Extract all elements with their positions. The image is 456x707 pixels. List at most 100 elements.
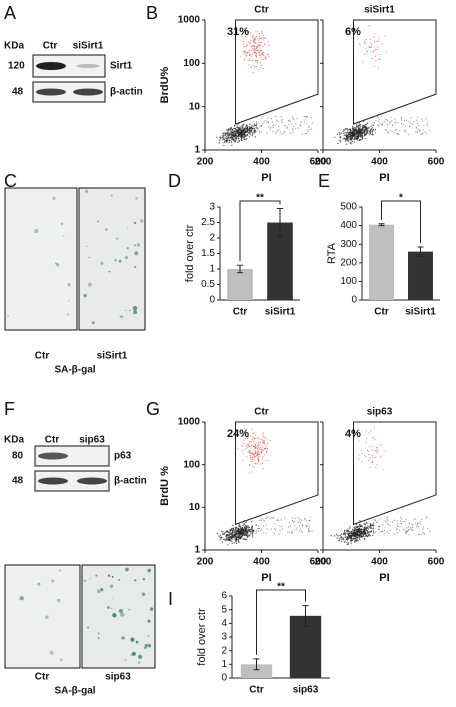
x-tick-label: sip63 bbox=[293, 685, 319, 696]
cell-dot bbox=[359, 123, 362, 126]
cell-dot bbox=[391, 120, 393, 122]
stain-spot bbox=[112, 613, 117, 618]
cell-dot bbox=[253, 44, 255, 47]
cell-dot bbox=[360, 133, 362, 135]
cell-dot bbox=[371, 524, 373, 526]
cell-dot bbox=[361, 461, 363, 463]
cell-dot bbox=[298, 127, 300, 129]
cell-dot bbox=[358, 440, 360, 442]
y-tick-label: 10 bbox=[189, 502, 201, 513]
cell-dot bbox=[287, 531, 289, 533]
cell-dot bbox=[241, 129, 243, 131]
cell-dot bbox=[242, 43, 244, 45]
cell-dot bbox=[251, 525, 253, 528]
cell-dot bbox=[350, 537, 353, 539]
cell-dot bbox=[246, 127, 249, 129]
cell-dot bbox=[246, 444, 249, 446]
stain-spot bbox=[132, 305, 138, 311]
cell-dot bbox=[371, 534, 374, 537]
cell-dot bbox=[292, 128, 294, 130]
cell-dot bbox=[258, 451, 260, 454]
cell-dot bbox=[255, 121, 258, 123]
cell-dot bbox=[368, 531, 371, 533]
stain-spot bbox=[87, 282, 92, 287]
cell-dot bbox=[242, 524, 244, 526]
cell-dot bbox=[279, 131, 281, 133]
stain-spot bbox=[49, 650, 54, 655]
cell-dot bbox=[357, 124, 360, 127]
cell-dot bbox=[257, 437, 259, 439]
cell-dot bbox=[241, 139, 243, 141]
cell-dot bbox=[375, 48, 377, 50]
stain-spot bbox=[88, 256, 90, 259]
stain-spot bbox=[124, 658, 127, 661]
cell-dot bbox=[339, 136, 342, 138]
cell-dot bbox=[248, 59, 250, 61]
cell-dot bbox=[302, 133, 304, 135]
cell-dot bbox=[367, 450, 369, 452]
cell-dot bbox=[229, 530, 231, 533]
cell-dot bbox=[403, 123, 405, 126]
cell-dot bbox=[281, 118, 284, 121]
cell-dot bbox=[303, 115, 305, 118]
cell-dot bbox=[258, 132, 261, 134]
panel-label: C bbox=[4, 171, 17, 191]
cell-dot bbox=[237, 530, 240, 533]
cell-dot bbox=[379, 444, 381, 446]
cell-dot bbox=[260, 447, 262, 449]
stain-spot bbox=[37, 582, 41, 586]
cell-dot bbox=[304, 132, 307, 135]
cell-dot bbox=[273, 124, 275, 126]
stain-spot bbox=[128, 608, 130, 611]
stain-spot bbox=[134, 579, 137, 582]
cell-dot bbox=[237, 532, 239, 535]
cell-dot bbox=[263, 436, 265, 438]
cell-dot bbox=[387, 524, 390, 526]
y-tick-label: 0 bbox=[209, 295, 215, 306]
cell-dot bbox=[228, 134, 231, 136]
cell-dot bbox=[383, 121, 385, 123]
stain-spot bbox=[144, 646, 147, 649]
cell-dot bbox=[378, 528, 380, 530]
cell-dot bbox=[389, 529, 391, 531]
cell-dot bbox=[276, 519, 278, 521]
cell-dot bbox=[361, 529, 364, 531]
stain-spot bbox=[19, 596, 24, 601]
cell-dot bbox=[244, 138, 247, 141]
cell-dot bbox=[348, 129, 350, 131]
cell-dot bbox=[298, 520, 301, 522]
cell-dot bbox=[242, 459, 244, 461]
cell-dot bbox=[238, 529, 240, 531]
cell-dot bbox=[390, 116, 392, 119]
cell-dot bbox=[252, 35, 254, 38]
significance-label: * bbox=[399, 193, 403, 204]
cell-dot bbox=[218, 535, 220, 537]
cell-dot bbox=[222, 132, 224, 134]
cell-dot bbox=[356, 526, 359, 529]
cell-dot bbox=[221, 136, 224, 139]
cell-dot bbox=[248, 64, 250, 66]
cell-dot bbox=[291, 530, 293, 533]
cell-dot bbox=[307, 530, 310, 532]
cell-dot bbox=[249, 435, 252, 437]
band bbox=[76, 64, 100, 68]
stain-spot bbox=[44, 615, 49, 619]
cell-dot bbox=[391, 124, 393, 126]
stain-spot bbox=[59, 658, 63, 662]
y-axis-label: fold over ctr bbox=[184, 224, 196, 282]
cell-dot bbox=[336, 537, 339, 539]
cell-dot bbox=[242, 123, 245, 126]
cell-dot bbox=[245, 538, 248, 540]
cell-dot bbox=[254, 42, 256, 44]
stain-spot bbox=[131, 651, 136, 656]
cell-dot bbox=[308, 529, 310, 531]
cell-dot bbox=[256, 531, 258, 533]
cell-dot bbox=[381, 530, 383, 532]
cell-dot bbox=[372, 527, 374, 529]
cell-dot bbox=[346, 127, 348, 130]
cell-dot bbox=[364, 532, 366, 534]
cell-dot bbox=[375, 531, 377, 533]
cell-dot bbox=[250, 39, 252, 41]
cell-dot bbox=[359, 44, 361, 47]
cell-dot bbox=[355, 534, 357, 536]
